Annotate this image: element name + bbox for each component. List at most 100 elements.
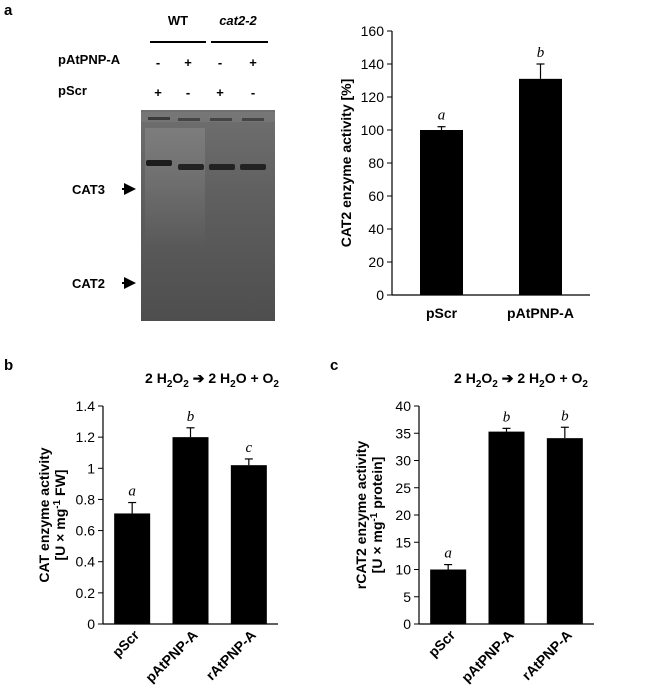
category-label: pAtPNP-A — [507, 305, 574, 321]
y-label-part: protein] — [369, 457, 385, 513]
y-axis-label-line2: [U × mg-1 protein] — [369, 457, 385, 574]
bar — [230, 465, 267, 624]
category-label: pScr — [109, 626, 143, 660]
y-tick-label: 25 — [395, 480, 411, 496]
significance-label: b — [503, 409, 511, 425]
equation-b: 2 H2O2 ➔ 2 H2O + O2 — [145, 370, 279, 390]
gel-sign: - — [156, 55, 160, 70]
gel-genotype-wt: WT — [168, 13, 188, 28]
significance-label: a — [444, 546, 452, 562]
panel-letter-b: b — [4, 357, 13, 374]
y-label-part: [U × mg — [369, 522, 385, 574]
y-tick-label: 40 — [368, 221, 384, 237]
eq-part: ➔ 2 H — [498, 370, 539, 386]
eq-sub: 2 — [230, 379, 236, 390]
gel-well-row — [141, 112, 275, 122]
y-tick-label: 35 — [395, 425, 411, 441]
y-tick-label: 10 — [395, 562, 411, 578]
significance-label: c — [245, 440, 252, 456]
eq-part: O + O — [236, 370, 274, 386]
gel-smear — [145, 128, 205, 248]
category-label: rAtPNP-A — [203, 627, 259, 683]
gel-sign: + — [216, 85, 224, 100]
significance-label: b — [187, 409, 195, 425]
eq-part: 2 H — [145, 370, 167, 386]
y-tick-label: 40 — [395, 398, 411, 414]
category-label: pScr — [425, 626, 459, 660]
y-tick-label: 30 — [395, 453, 411, 469]
bar — [114, 513, 151, 624]
bar — [172, 437, 209, 624]
y-tick-label: 0.6 — [76, 523, 96, 539]
y-label-part: FW] — [52, 470, 68, 500]
y-tick-label: 100 — [361, 122, 385, 138]
y-tick-label: 1 — [87, 460, 95, 476]
eq-sub: 2 — [167, 379, 173, 390]
y-tick-label: 140 — [361, 56, 385, 72]
significance-label: b — [537, 45, 545, 61]
gel-genotype-cat2-2: cat2-2 — [219, 13, 257, 28]
gel-band — [240, 164, 266, 170]
gel-sign: + — [249, 55, 257, 70]
eq-sub: 2 — [273, 379, 279, 390]
eq-part: O — [172, 370, 183, 386]
chart-b: 0 0.2 0.4 0.6 0.8 1 1.2 1.4 a pScr b pAtPNP-A c rAtPN… — [36, 398, 278, 685]
y-label-sup: -1 — [369, 512, 380, 521]
eq-part: ➔ 2 H — [189, 370, 230, 386]
gel-panel: WT cat2-2 pAtPNP-A - + - + pScr + - + - … — [58, 13, 275, 321]
gel-well — [178, 118, 200, 121]
gel-well — [148, 117, 170, 120]
y-axis-label-line2: [U × mg-1 FW] — [52, 470, 68, 561]
y-tick-label: 15 — [395, 534, 411, 550]
y-tick-label: 1.4 — [76, 398, 96, 414]
y-label-sup: -1 — [52, 499, 63, 508]
gel-sign: + — [154, 85, 162, 100]
eq-part: O — [481, 370, 492, 386]
significance-label: a — [438, 108, 446, 124]
y-axis-label: CAT2 enzyme activity [%] — [338, 79, 354, 248]
eq-part: O + O — [545, 370, 583, 386]
y-tick-label: 1.2 — [76, 429, 96, 445]
y-tick-label: 0 — [403, 616, 411, 632]
y-tick-label: 5 — [403, 589, 411, 605]
category-label: pAtPNP-A — [142, 627, 201, 686]
significance-label: a — [128, 484, 136, 500]
gel-sign: - — [186, 85, 190, 100]
bar — [546, 438, 583, 624]
eq-sub: 2 — [476, 379, 482, 390]
significance-label: b — [561, 408, 569, 424]
y-tick-label: 0 — [376, 287, 384, 303]
eq-sub: 2 — [582, 379, 588, 390]
y-tick-label: 160 — [361, 23, 385, 39]
y-tick-label: 0.2 — [76, 585, 96, 601]
panel-letter-c: c — [330, 357, 338, 374]
bar — [420, 130, 463, 295]
category-label: pAtPNP-A — [458, 627, 517, 686]
chart-c: 0 5 10 15 20 25 30 35 40 a pScr b pAtPNP-A b rAtPNP-A r… — [353, 398, 594, 685]
equation-c: 2 H2O2 ➔ 2 H2O + O2 — [454, 370, 588, 390]
gel-sign: + — [184, 55, 192, 70]
gel-band-label-cat3: CAT3 — [72, 182, 105, 197]
gel-row-label-pscr: pScr — [58, 83, 87, 98]
y-tick-label: 120 — [361, 89, 385, 105]
eq-sub: 2 — [183, 379, 189, 390]
y-tick-label: 80 — [368, 155, 384, 171]
gel-well — [210, 118, 232, 121]
bar — [488, 431, 525, 624]
bar — [430, 569, 467, 624]
chart-a: 0 20 40 60 80 100 120 140 160 a pScr b pAtPNP-A CAT2 … — [338, 23, 590, 321]
y-axis-label-line1: CAT enzyme activity — [36, 447, 52, 582]
y-tick-label: 20 — [368, 254, 384, 270]
y-tick-label: 0.4 — [76, 554, 96, 570]
gel-well — [242, 118, 264, 121]
y-tick-label: 0 — [87, 616, 95, 632]
gel-band — [178, 164, 204, 170]
y-axis-label-line1: rCAT2 enzyme activity — [353, 441, 369, 590]
y-label-part: [U × mg — [52, 509, 68, 561]
eq-sub: 2 — [492, 379, 498, 390]
gel-band — [209, 164, 235, 170]
panel-letter-a: a — [4, 2, 13, 19]
bar — [519, 78, 562, 295]
gel-sign: - — [251, 85, 255, 100]
